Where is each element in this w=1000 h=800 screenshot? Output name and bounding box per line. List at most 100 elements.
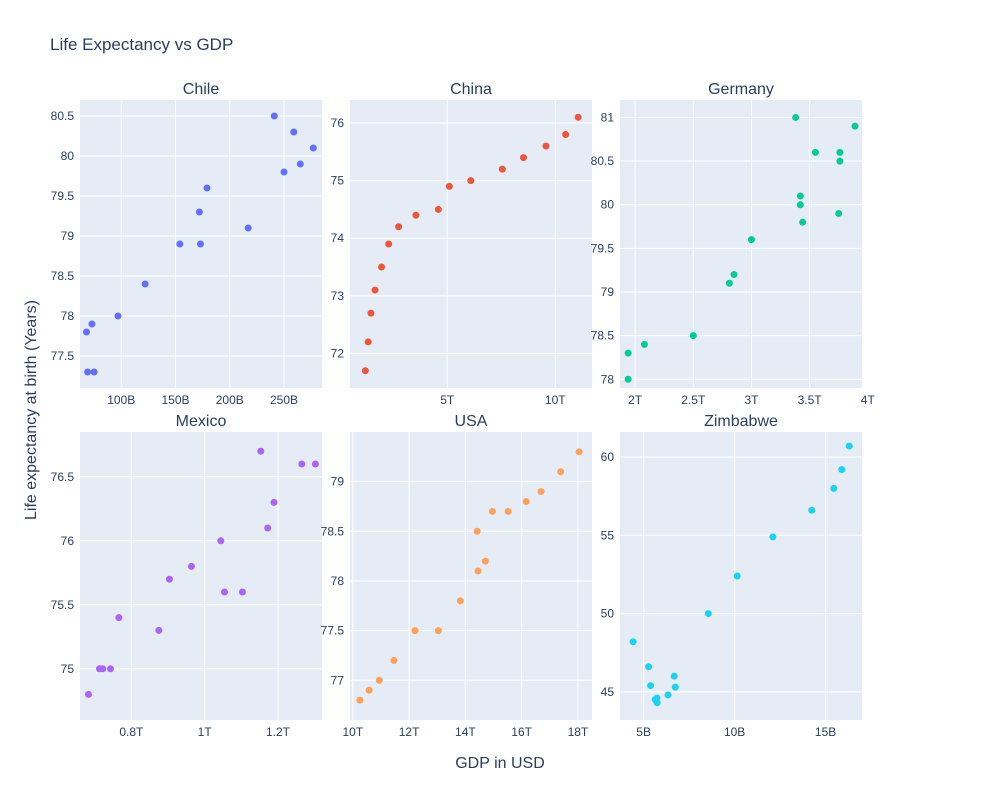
data-point <box>624 349 632 357</box>
data-point <box>645 663 653 671</box>
x-tick-label: 150B <box>161 393 189 407</box>
y-tick-label: 77 <box>331 673 345 687</box>
data-point <box>522 498 530 506</box>
y-tick-label: 80.5 <box>51 109 75 123</box>
data-point <box>434 627 442 635</box>
y-tick-label: 79 <box>331 475 345 489</box>
data-point <box>367 309 375 317</box>
subplot-title-germany: Germany <box>708 81 774 98</box>
data-point <box>456 597 464 605</box>
plot-area-mexico <box>80 432 322 720</box>
y-tick-label: 81 <box>601 110 615 124</box>
data-point <box>562 131 570 139</box>
data-point <box>769 533 777 541</box>
data-point <box>411 627 419 635</box>
data-point <box>704 610 712 618</box>
y-tick-label: 78.5 <box>321 524 345 538</box>
data-point <box>371 286 379 294</box>
data-point <box>474 567 482 575</box>
y-tick-label: 76.5 <box>51 470 75 484</box>
data-point <box>90 368 98 376</box>
data-point <box>473 527 481 535</box>
data-point <box>88 320 96 328</box>
data-point <box>311 460 319 468</box>
data-point <box>796 192 804 200</box>
x-tick-label: 18T <box>568 725 589 739</box>
y-tick-label: 75 <box>331 174 345 188</box>
plot-area-zimbabwe <box>620 432 862 720</box>
data-point <box>481 557 489 565</box>
data-point <box>836 157 844 165</box>
y-tick-label: 75.5 <box>51 598 75 612</box>
data-point <box>838 466 846 474</box>
y-tick-label: 78 <box>61 309 75 323</box>
data-point <box>830 484 838 492</box>
y-axis-label: Life expectancy at birth (Years) <box>23 300 40 520</box>
data-point <box>488 507 496 515</box>
data-point <box>520 154 528 162</box>
y-tick-label: 50 <box>601 607 615 621</box>
subplot-title-mexico: Mexico <box>176 413 227 430</box>
subplot-china: 5T 10T 72 73 74 75 76 China <box>331 81 592 407</box>
plot-area-germany <box>620 100 862 388</box>
data-point <box>364 338 372 346</box>
x-tick-label: 200B <box>216 393 244 407</box>
data-point <box>670 672 678 680</box>
y-tick-label: 76 <box>61 534 75 548</box>
y-tick-label: 76 <box>331 116 345 130</box>
data-point <box>296 160 304 168</box>
data-point <box>155 626 163 634</box>
data-point <box>165 575 173 583</box>
subplot-title-zimbabwe: Zimbabwe <box>704 413 778 430</box>
y-tick-label: 75 <box>61 662 75 676</box>
x-tick-label: 0.8T <box>119 725 144 739</box>
data-point <box>671 683 679 691</box>
subplot-title-chile: Chile <box>183 81 220 98</box>
data-point <box>574 113 582 121</box>
y-tick-label: 80.5 <box>591 154 615 168</box>
data-point <box>498 165 506 173</box>
data-point <box>537 488 545 496</box>
data-point <box>395 223 403 231</box>
y-tick-label: 78.5 <box>591 329 615 343</box>
y-tick-label: 74 <box>331 231 345 245</box>
data-point <box>689 332 697 340</box>
data-point <box>114 312 122 320</box>
data-point <box>557 468 565 476</box>
y-tick-label: 80 <box>61 149 75 163</box>
data-point <box>629 638 637 646</box>
y-tick-label: 55 <box>601 528 615 542</box>
data-point <box>290 128 298 136</box>
data-point <box>176 240 184 248</box>
x-tick-label: 2T <box>628 393 643 407</box>
data-point <box>504 507 512 515</box>
subplot-grid: 100B 150B 200B 250B 77.5 78 78.5 79 79.5 80 80.5 Ch… <box>51 81 876 739</box>
x-tick-label: 2.5T <box>681 393 706 407</box>
x-tick-label: 100B <box>107 393 135 407</box>
data-point <box>796 201 804 209</box>
y-tick-label: 72 <box>331 346 345 360</box>
plot-area-usa <box>350 432 592 720</box>
data-point <box>733 572 741 580</box>
x-tick-label: 16T <box>511 725 532 739</box>
data-point <box>725 279 733 287</box>
x-tick-label: 10T <box>342 725 363 739</box>
data-point <box>664 691 672 699</box>
data-point <box>361 367 369 375</box>
y-tick-label: 45 <box>601 685 615 699</box>
data-point <box>298 460 306 468</box>
x-tick-label: 1T <box>198 725 213 739</box>
subplot-chile: 100B 150B 200B 250B 77.5 78 78.5 79 79.5 80 80.5 Ch… <box>51 81 322 407</box>
y-tick-label: 73 <box>331 289 345 303</box>
figure-title: Life Expectancy vs GDP <box>50 35 233 54</box>
y-tick-label: 77.5 <box>321 624 345 638</box>
data-point <box>257 447 265 455</box>
data-point <box>187 562 195 570</box>
x-tick-label: 10T <box>545 393 566 407</box>
y-tick-label: 80 <box>601 198 615 212</box>
data-point <box>808 506 816 514</box>
x-tick-label: 15B <box>815 725 836 739</box>
x-tick-label: 10B <box>724 725 745 739</box>
data-point <box>653 694 661 702</box>
